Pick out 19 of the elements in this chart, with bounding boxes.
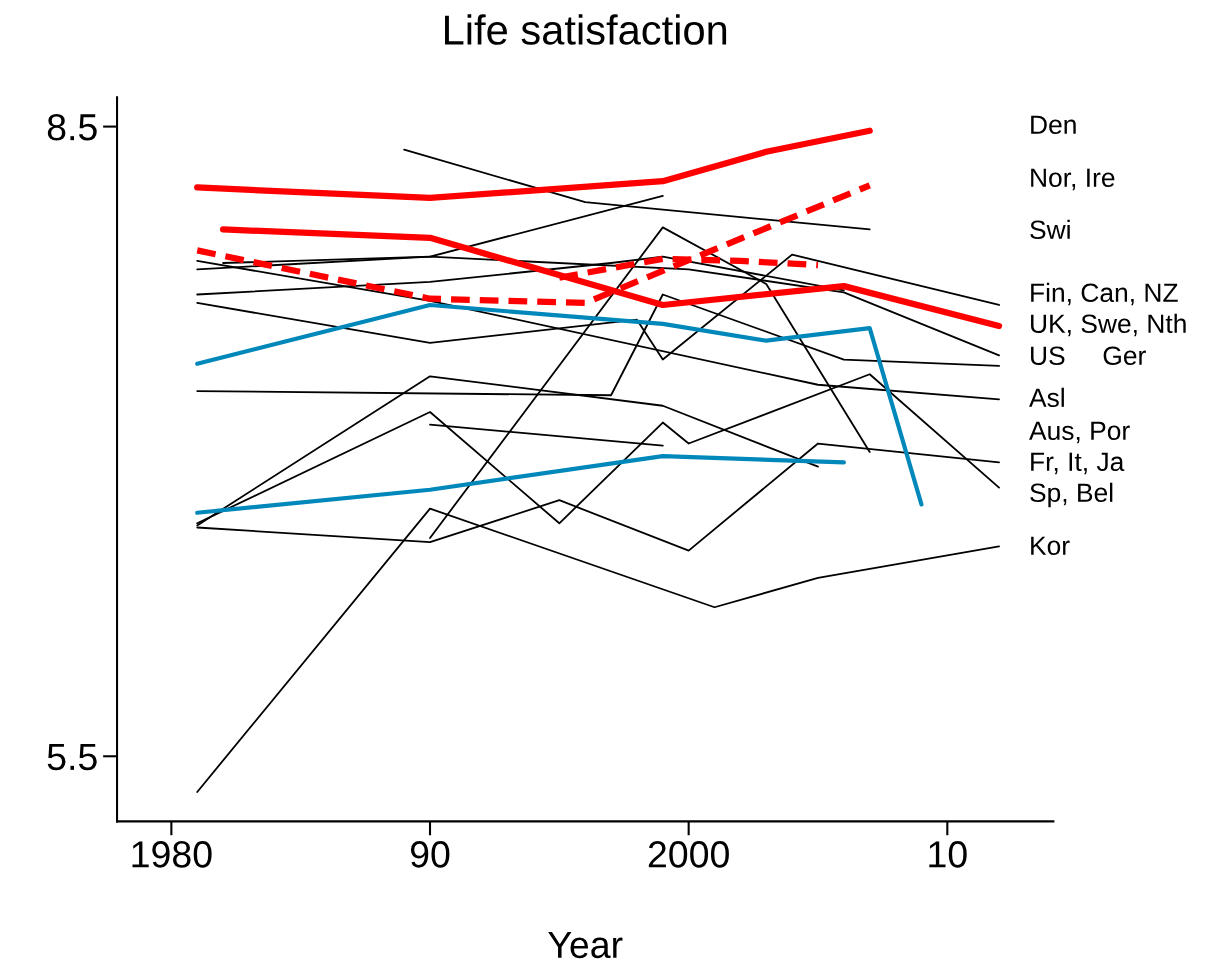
annotation: Nor, Ire (1031, 168, 1115, 191)
y-tick-label: 5.5 (47, 744, 97, 771)
annotation: Asl (1029, 387, 1064, 408)
annotation: Swi (1030, 219, 1070, 240)
annotation: Fr, It, Ja (1031, 452, 1125, 475)
x-tick-label: 2000 (648, 841, 729, 868)
x-tick-label: 1980 (132, 841, 212, 868)
x-tick-label: 90 (410, 841, 450, 868)
annotation: Kor (1031, 536, 1070, 556)
annotation: UK, Swe, Nth (1031, 313, 1186, 337)
annotation: US Ger (1031, 346, 1146, 366)
x-axis-title: Year (548, 931, 623, 959)
annotation: Sp, Bel (1030, 482, 1113, 508)
x-tick-label: 10 (929, 841, 967, 868)
annotation: Fin, Can, NZ (1031, 282, 1178, 306)
chart-title: Life satisfaction (445, 14, 727, 45)
y-tick-label: 8.5 (47, 113, 97, 141)
annotation: Den (1031, 115, 1076, 135)
annotation: Aus, Por (1029, 421, 1130, 444)
